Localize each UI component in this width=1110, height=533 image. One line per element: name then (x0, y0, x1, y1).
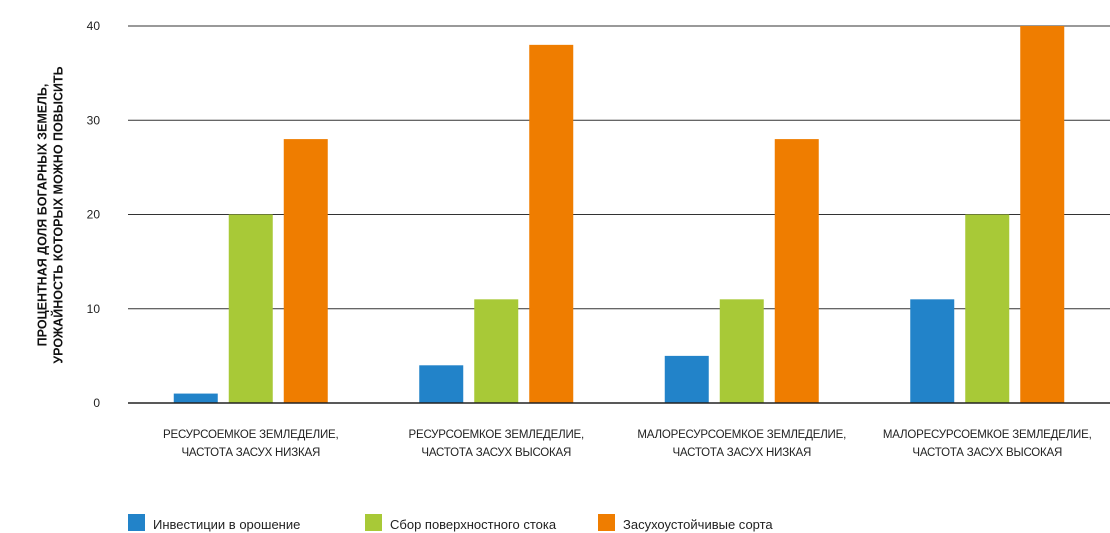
x-category-label: МАЛОРЕСУРСОЕМКОЕ ЗЕМЛЕДЕЛИЕ, (637, 429, 846, 441)
legend-swatch (598, 514, 615, 531)
bar (419, 365, 464, 403)
y-axis-title: УРОЖАЙНОСТЬ КОТОРЫХ МОЖНО ПОВЫСИТЬ (50, 66, 65, 363)
bar (474, 299, 519, 403)
bar (228, 214, 273, 403)
y-tick-label: 20 (87, 208, 101, 222)
x-category-label: ЧАСТОТА ЗАСУХ НИЗКАЯ (672, 447, 811, 459)
legend-label: Инвестиции в орошение (153, 517, 300, 532)
bar (719, 299, 764, 403)
y-tick-label: 0 (93, 396, 100, 410)
bar (283, 139, 328, 403)
bar (664, 355, 709, 403)
x-category-label: ЧАСТОТА ЗАСУХ ВЫСОКАЯ (421, 447, 571, 459)
bar (774, 139, 819, 403)
bar (965, 214, 1010, 403)
x-category-label: РЕСУРСОЕМКОЕ ЗЕМЛЕДЕЛИЕ, (163, 429, 339, 441)
legend-label: Сбор поверхностного стока (390, 517, 557, 532)
bar (1020, 26, 1065, 403)
bar (529, 44, 574, 403)
bar (173, 393, 218, 403)
legend-swatch (128, 514, 145, 531)
y-axis-title: ПРОЦЕНТНАЯ ДОЛЯ БОГАРНЫХ ЗЕМЕЛЬ, (35, 84, 49, 347)
legend-label: Засухоустойчивые сорта (623, 517, 773, 532)
y-tick-label: 30 (87, 113, 101, 127)
x-category-label: ЧАСТОТА ЗАСУХ НИЗКАЯ (181, 447, 320, 459)
legend-swatch (365, 514, 382, 531)
x-category-label: РЕСУРСОЕМКОЕ ЗЕМЛЕДЕЛИЕ, (409, 429, 585, 441)
x-category-label: ЧАСТОТА ЗАСУХ ВЫСОКАЯ (912, 447, 1062, 459)
y-tick-label: 40 (87, 19, 101, 33)
bar (910, 299, 955, 403)
x-category-label: МАЛОРЕСУРСОЕМКОЕ ЗЕМЛЕДЕЛИЕ, (883, 429, 1092, 441)
y-tick-label: 10 (87, 302, 101, 316)
